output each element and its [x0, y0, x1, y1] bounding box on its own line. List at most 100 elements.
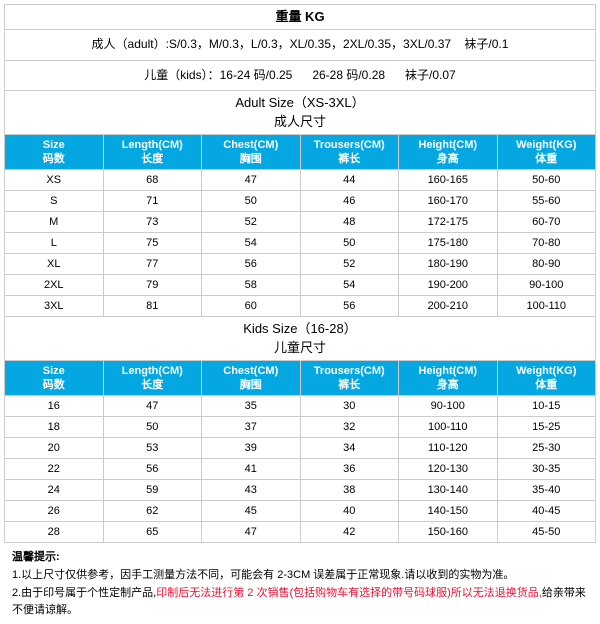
kids-col-3: Trousers(CM)裤长: [300, 360, 399, 396]
kids-col-0: Size码数: [5, 360, 104, 396]
kids-cell: 42: [300, 522, 399, 543]
kids-col-2: Chest(CM)胸围: [202, 360, 301, 396]
adult-cell: 90-100: [497, 275, 596, 296]
kids-cell: 15-25: [497, 417, 596, 438]
weight-line-1: 成人（adult）:S/0.3，M/0.3，L/0.3，XL/0.35，2XL/…: [5, 30, 596, 61]
adult-section-title: Adult Size（XS-3XL）成人尺寸: [5, 91, 596, 134]
kids-col-1: Length(CM)长度: [103, 360, 202, 396]
adult-cell: 70-80: [497, 233, 596, 254]
adult-cell: XS: [5, 170, 104, 191]
adult-col-1: Length(CM)长度: [103, 134, 202, 170]
kids-cell: 65: [103, 522, 202, 543]
table-row: 22564136120-13030-35: [5, 459, 596, 480]
kids-cell: 16: [5, 396, 104, 417]
adult-cell: 175-180: [399, 233, 498, 254]
adult-cell: 52: [300, 254, 399, 275]
kids-cell: 28: [5, 522, 104, 543]
kids-cell: 43: [202, 480, 301, 501]
adult-cell: 48: [300, 212, 399, 233]
adult-cell: 68: [103, 170, 202, 191]
kids-cell: 36: [300, 459, 399, 480]
kids-cell: 110-120: [399, 438, 498, 459]
adult-cell: 56: [202, 254, 301, 275]
adult-cell: S: [5, 191, 104, 212]
adult-cell: 73: [103, 212, 202, 233]
adult-cell: 50-60: [497, 170, 596, 191]
adult-cell: 172-175: [399, 212, 498, 233]
kids-cell: 24: [5, 480, 104, 501]
kids-cell: 47: [202, 522, 301, 543]
tips-title: 温馨提示:: [12, 549, 596, 567]
kids-col-5: Weight(KG)体重: [497, 360, 596, 396]
table-row: M735248172-17560-70: [5, 212, 596, 233]
adult-cell: L: [5, 233, 104, 254]
adult-cell: 190-200: [399, 275, 498, 296]
table-row: 3XL816056200-210100-110: [5, 296, 596, 317]
adult-cell: 55-60: [497, 191, 596, 212]
kids-cell: 35: [202, 396, 301, 417]
adult-cell: 46: [300, 191, 399, 212]
kids-cell: 10-15: [497, 396, 596, 417]
table-row: 20533934110-12025-30: [5, 438, 596, 459]
table-row: 24594338130-14035-40: [5, 480, 596, 501]
adult-cell: 75: [103, 233, 202, 254]
adult-cell: 200-210: [399, 296, 498, 317]
kids-cell: 62: [103, 501, 202, 522]
kids-cell: 37: [202, 417, 301, 438]
kids-section-title: Kids Size（16-28）儿童尺寸: [5, 317, 596, 360]
kids-cell: 25-30: [497, 438, 596, 459]
kids-cell: 45: [202, 501, 301, 522]
kids-cell: 26: [5, 501, 104, 522]
adult-cell: 56: [300, 296, 399, 317]
kids-cell: 20: [5, 438, 104, 459]
kids-cell: 18: [5, 417, 104, 438]
adult-cell: 50: [300, 233, 399, 254]
adult-col-3: Trousers(CM)裤长: [300, 134, 399, 170]
tips-line-2: 2.由于印号属于个性定制产品,印制后无法进行第 2 次销售(包括购物车有选择的带…: [12, 585, 596, 620]
adult-cell: 100-110: [497, 296, 596, 317]
kids-cell: 30-35: [497, 459, 596, 480]
adult-cell: 77: [103, 254, 202, 275]
adult-cell: 58: [202, 275, 301, 296]
kids-cell: 130-140: [399, 480, 498, 501]
tips-line-1: 1.以上尺寸仅供参考，因手工测量方法不同，可能会有 2-3CM 误差属于正常现象…: [12, 567, 596, 585]
adult-cell: 71: [103, 191, 202, 212]
weight-line-2: 儿童（kids）：16-24 码/0.25 26-28 码/0.28 袜子/0.…: [5, 60, 596, 91]
adult-col-2: Chest(CM)胸围: [202, 134, 301, 170]
kids-cell: 100-110: [399, 417, 498, 438]
kids-cell: 59: [103, 480, 202, 501]
kids-cell: 53: [103, 438, 202, 459]
table-row: 18503732100-11015-25: [5, 417, 596, 438]
adult-cell: 2XL: [5, 275, 104, 296]
adult-cell: 180-190: [399, 254, 498, 275]
table-row: XS684744160-16550-60: [5, 170, 596, 191]
adult-cell: 47: [202, 170, 301, 191]
kids-cell: 47: [103, 396, 202, 417]
adult-cell: 60: [202, 296, 301, 317]
table-row: L755450175-18070-80: [5, 233, 596, 254]
adult-cell: M: [5, 212, 104, 233]
kids-cell: 30: [300, 396, 399, 417]
adult-cell: 44: [300, 170, 399, 191]
adult-cell: 50: [202, 191, 301, 212]
kids-cell: 150-160: [399, 522, 498, 543]
kids-cell: 45-50: [497, 522, 596, 543]
weight-title: 重量 KG: [5, 5, 596, 30]
kids-cell: 39: [202, 438, 301, 459]
adult-col-5: Weight(KG)体重: [497, 134, 596, 170]
adult-cell: 3XL: [5, 296, 104, 317]
kids-cell: 40-45: [497, 501, 596, 522]
adult-col-4: Height(CM)身高: [399, 134, 498, 170]
kids-cell: 35-40: [497, 480, 596, 501]
table-row: S715046160-17055-60: [5, 191, 596, 212]
adult-col-0: Size码数: [5, 134, 104, 170]
table-row: 1647353090-10010-15: [5, 396, 596, 417]
adult-cell: 54: [300, 275, 399, 296]
adult-cell: 80-90: [497, 254, 596, 275]
kids-cell: 40: [300, 501, 399, 522]
kids-cell: 120-130: [399, 459, 498, 480]
table-row: 26624540140-15040-45: [5, 501, 596, 522]
kids-cell: 38: [300, 480, 399, 501]
size-chart-table: 重量 KG 成人（adult）:S/0.3，M/0.3，L/0.3，XL/0.3…: [4, 4, 596, 543]
adult-cell: 81: [103, 296, 202, 317]
